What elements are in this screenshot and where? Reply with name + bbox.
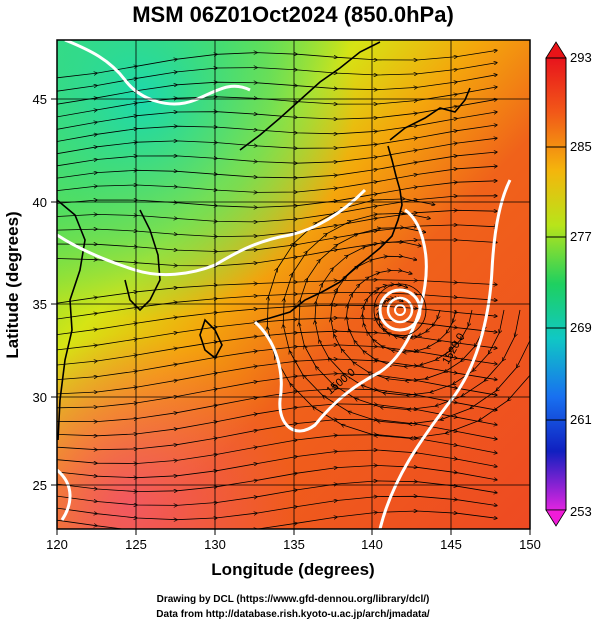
- colorbar-tick-label: 269: [570, 320, 592, 335]
- graticule: [57, 40, 530, 529]
- colorbar-tick-label: 277: [570, 229, 592, 244]
- map-title: MSM 06Z01Oct2024 (850.0hPa): [132, 2, 454, 27]
- x-tick-label: 130: [204, 537, 226, 552]
- warm-region: [57, 40, 530, 529]
- korea-coast: [124, 209, 161, 312]
- colorbar-top-arrow: [545, 41, 567, 59]
- x-tick-label: 140: [361, 537, 383, 552]
- y-tick-label: 35: [33, 297, 47, 312]
- colorbar-tick-label: 261: [570, 412, 592, 427]
- y-tick-label: 45: [33, 92, 47, 107]
- credit-data: Data from http://database.rish.kyoto-u.a…: [156, 609, 430, 620]
- japan-hokkaido-coast: [389, 87, 471, 141]
- x-tick-label: 150: [519, 537, 541, 552]
- x-tick-label: 135: [283, 537, 305, 552]
- credit-drawing: Drawing by DCL (https://www.gfd-dennou.o…: [157, 594, 430, 605]
- isoline-south: [57, 468, 72, 521]
- china-coast: [57, 199, 86, 441]
- x-tick-label: 120: [46, 537, 68, 552]
- isoline-northwest: [64, 40, 251, 106]
- isoline-1520: [378, 179, 512, 529]
- colorbar: 293 285 277 269 261 253: [545, 41, 592, 527]
- y-axis: 25 30 35 40 45 Latitude (degrees): [3, 92, 57, 493]
- colorbar-tick-label: 293: [570, 50, 592, 65]
- y-tick-label: 40: [33, 195, 47, 210]
- y-tick-label: 30: [33, 390, 47, 405]
- plot-area: 1500.0 1520.0: [57, 40, 530, 529]
- colorbar-scale: [545, 57, 567, 511]
- colorbar-tick-label: 253: [570, 504, 592, 519]
- y-axis-label: Latitude (degrees): [3, 211, 22, 358]
- colorbar-tick-label: 285: [570, 139, 592, 154]
- x-tick-label: 125: [125, 537, 147, 552]
- japan-honshu-coast: [254, 145, 403, 323]
- y-tick-label: 25: [33, 478, 47, 493]
- colorbar-bottom-arrow: [545, 509, 567, 527]
- x-tick-label: 145: [440, 537, 462, 552]
- isoline-1500: [253, 208, 428, 433]
- continent-coast: [239, 41, 381, 151]
- x-axis-label: Longitude (degrees): [211, 560, 374, 579]
- typhoon-vortex: [373, 283, 427, 337]
- x-axis: 120 125 130 135 140 145 150 Longitude (d…: [46, 529, 541, 579]
